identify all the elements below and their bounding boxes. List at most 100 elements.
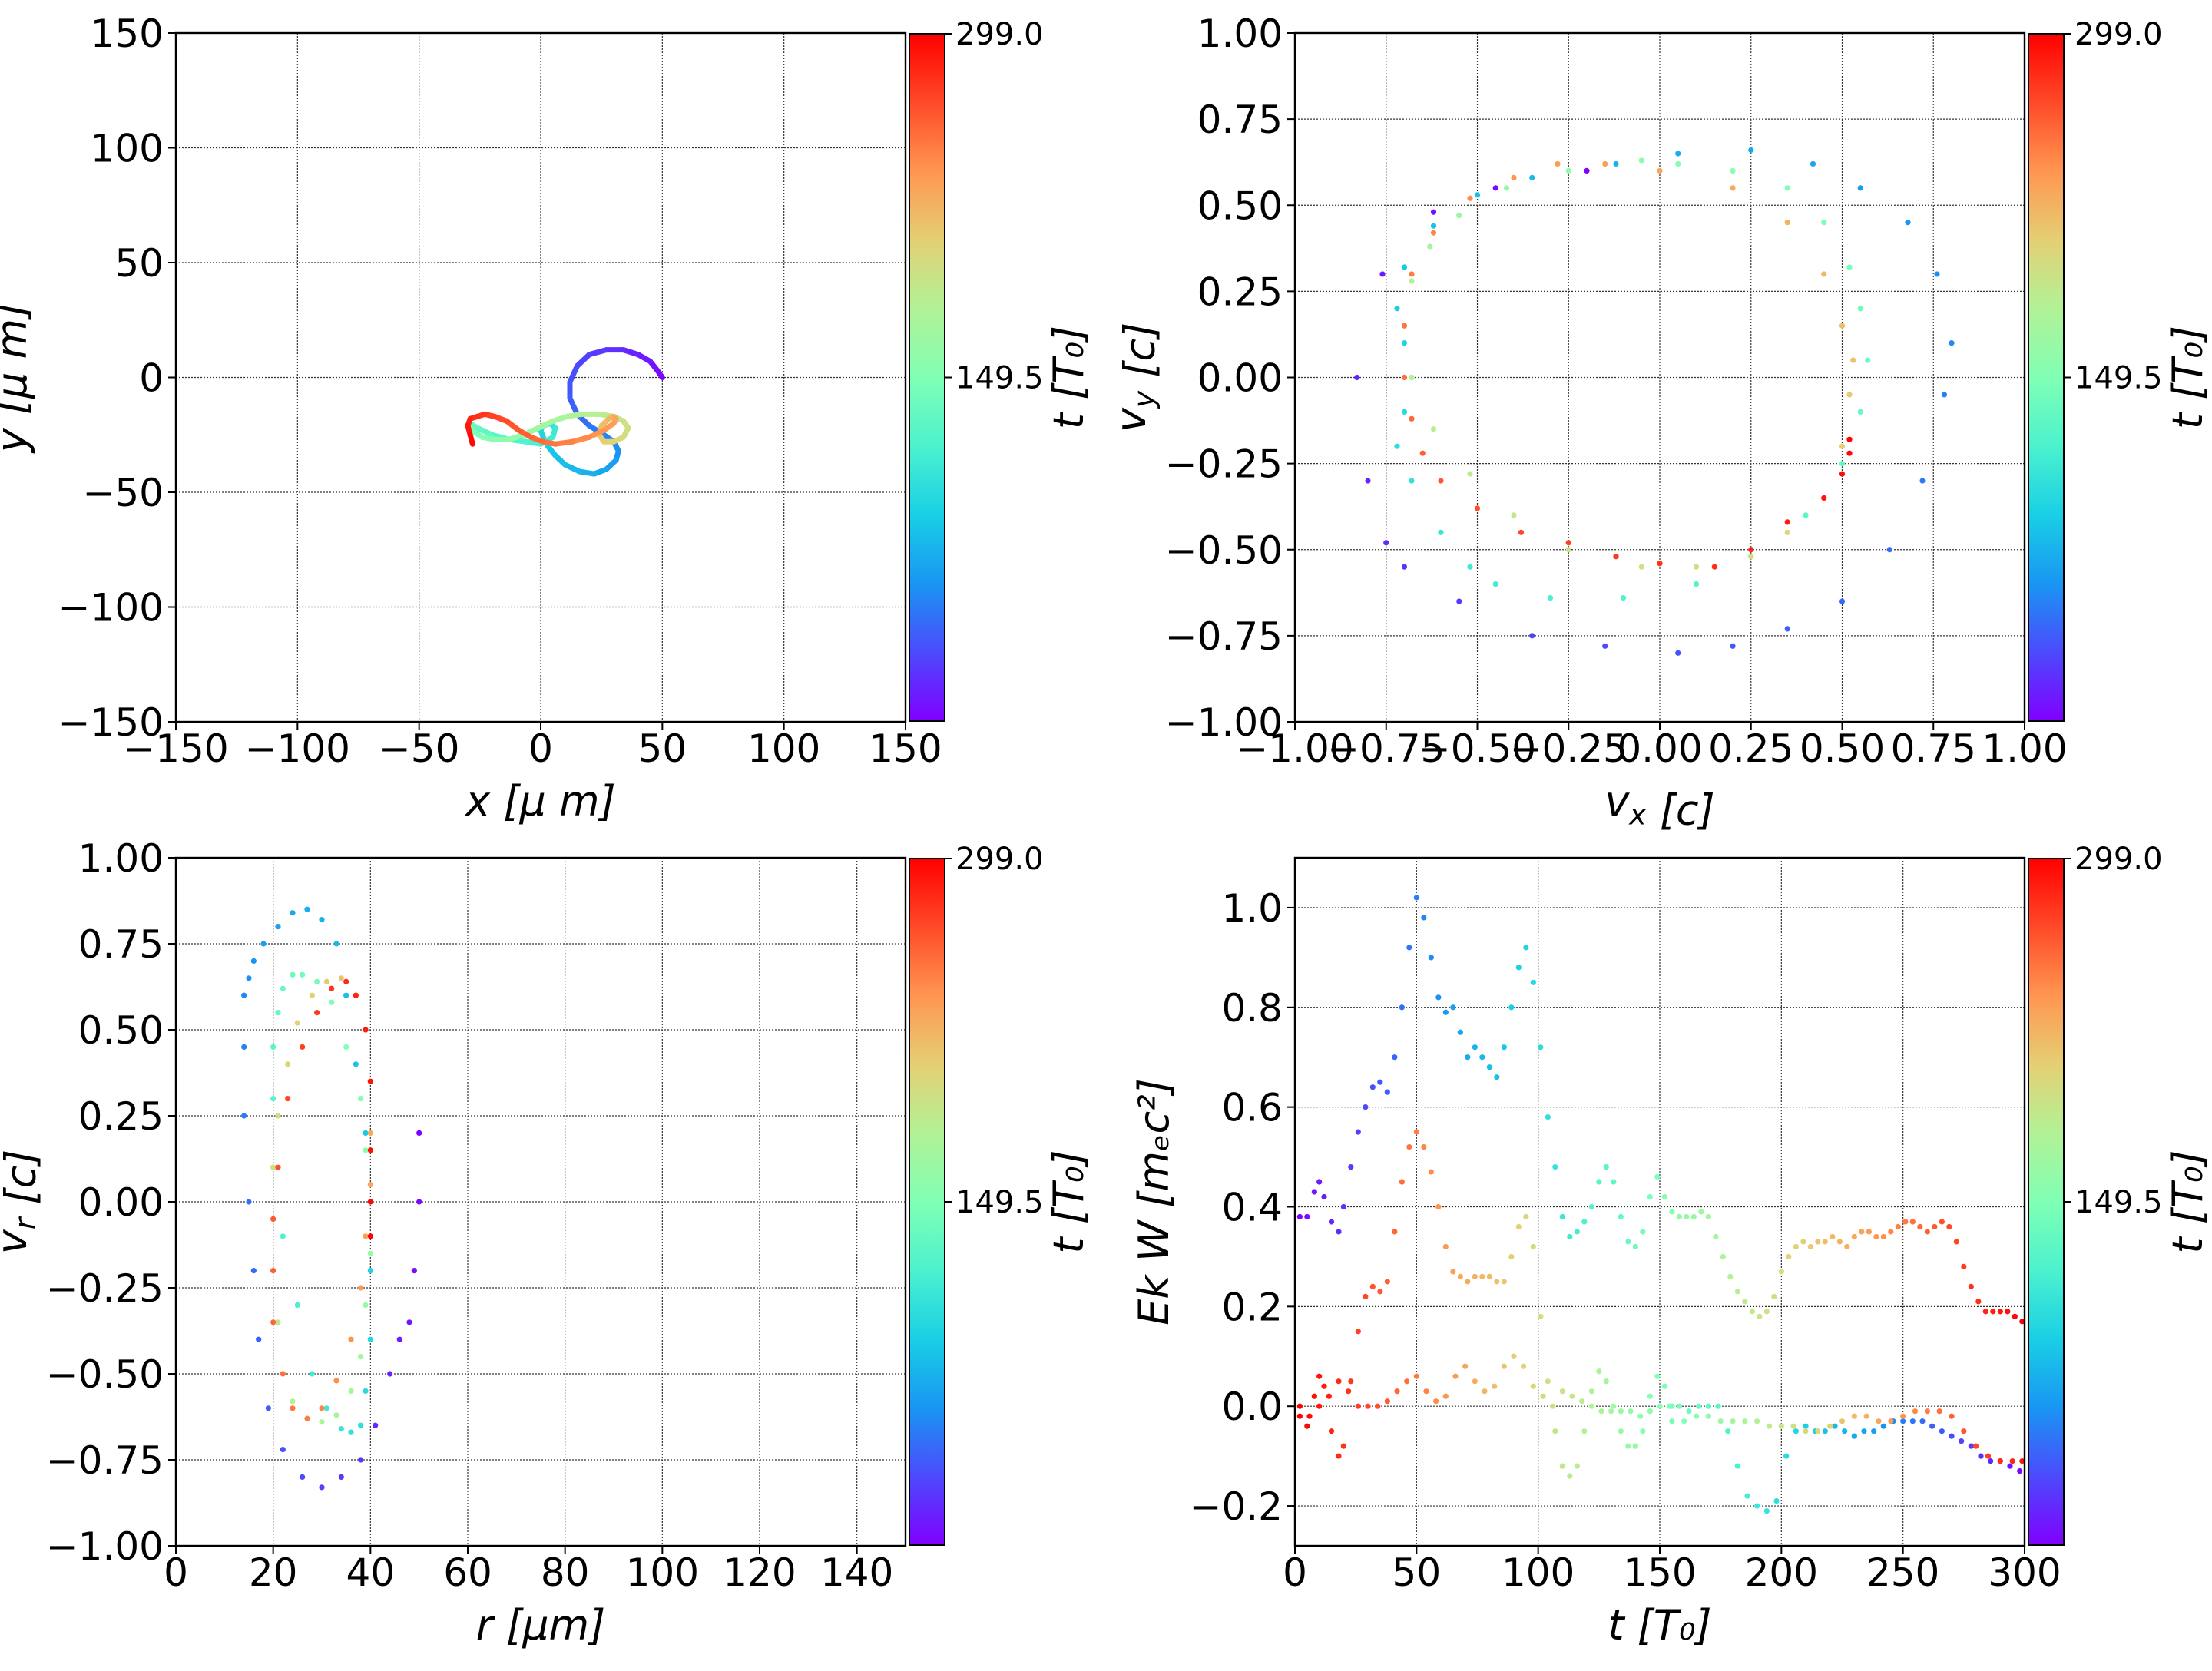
data-point [1316,1373,1323,1379]
data-point [1871,1428,1877,1434]
data-point [2007,1463,2013,1469]
data-point [1472,1273,1478,1279]
data-point [319,917,325,923]
data-point [1588,1388,1594,1395]
y-tick-label: 0.8 [1221,986,1283,1031]
data-point [1953,1239,1959,1245]
data-point [1442,1009,1449,1015]
data-point [260,941,267,947]
data-point [300,971,306,978]
data-point [1501,1044,1507,1051]
data-point [1669,1418,1675,1424]
data-point [1822,1239,1828,1245]
x-tick-label: 100 [1502,1550,1575,1595]
data-point [1830,1233,1836,1240]
data-point [1705,1403,1711,1409]
data-point [1545,1378,1551,1385]
colorbar-label: t [T₀] [2164,1150,2212,1253]
data-point [1602,643,1608,649]
data-point [1530,1243,1536,1250]
data-point [348,1388,354,1394]
data-point [1581,1428,1588,1434]
x-axis-label: t [T₀] [1608,1601,1711,1649]
data-point [1552,1163,1558,1170]
data-point [363,1388,369,1394]
data-point [1427,243,1433,250]
trajectory-segment [475,425,495,438]
data-point [1698,1209,1704,1215]
data-point [1693,581,1700,587]
y-tick-label: −0.50 [46,1352,164,1397]
data-point [1456,598,1462,604]
data-point [275,1113,281,1119]
data-point [1949,340,1955,346]
data-point [1997,1309,2003,1315]
data-point [1326,1393,1332,1399]
data-point [1961,1428,1967,1434]
y-tick-label: 0.00 [1197,356,1283,401]
data-point [1866,1229,1872,1235]
data-point [338,1426,344,1432]
data-point [1888,1418,1894,1424]
data-point [1997,1458,2003,1464]
y-tick-label: 0.25 [1197,270,1283,314]
data-point [367,1182,373,1188]
data-point [1742,1418,1748,1424]
data-point [1909,1219,1916,1225]
x-tick-label: 80 [541,1550,590,1595]
data-point [1409,415,1415,422]
data-point [1803,1428,1809,1434]
data-point [1757,1313,1763,1319]
y-tick-label: −0.2 [1190,1484,1283,1529]
data-point [1990,1309,1996,1315]
data-point [1749,1309,1755,1315]
data-point [1419,450,1426,456]
data-point [406,1319,412,1325]
data-point [1511,174,1517,180]
data-point [1550,1403,1556,1409]
data-point [304,1415,310,1421]
data-point [1406,1143,1412,1150]
data-point [1839,1418,1846,1424]
data-point [1384,1398,1390,1405]
data-point [1917,1223,1923,1230]
colorbar [909,33,945,722]
data-point [1430,209,1437,215]
data-point [1934,271,1940,277]
data-point [1821,220,1827,226]
data-point [1608,1408,1614,1415]
data-point [290,910,296,916]
data-point [329,999,335,1005]
data-point [1565,547,1571,553]
data-point [304,906,310,912]
x-tick-label: −50 [379,726,460,771]
data-point [1409,374,1415,381]
data-point [250,1268,257,1274]
axes-frame [174,856,907,1547]
y-tick-label: −50 [82,471,164,515]
data-point [246,1199,252,1205]
data-point [1839,471,1846,477]
y-tick-label: 0.6 [1221,1086,1283,1130]
y-tick-label: 1.00 [1197,12,1283,56]
data-point [1628,1408,1634,1415]
data-point [1567,1233,1573,1240]
data-point [1821,495,1827,501]
trajectory-segment [569,434,592,445]
data-point [1613,554,1619,560]
data-point [275,1319,281,1325]
data-point [294,1302,300,1308]
data-point [1365,1403,1371,1409]
data-point [275,924,281,930]
data-point [1839,443,1846,449]
y-tick-label: 0 [139,356,164,401]
data-point [1851,1233,1857,1240]
data-point [319,1405,325,1411]
data-point [1363,1104,1369,1110]
x-tick-label: 0.25 [1708,726,1793,771]
data-point [246,975,252,981]
axes-frame [1293,31,2026,723]
x-axis-label: x [μ m] [464,777,615,826]
data-point [1932,1223,1938,1230]
colorbar-label: t [T₀] [2164,326,2212,429]
